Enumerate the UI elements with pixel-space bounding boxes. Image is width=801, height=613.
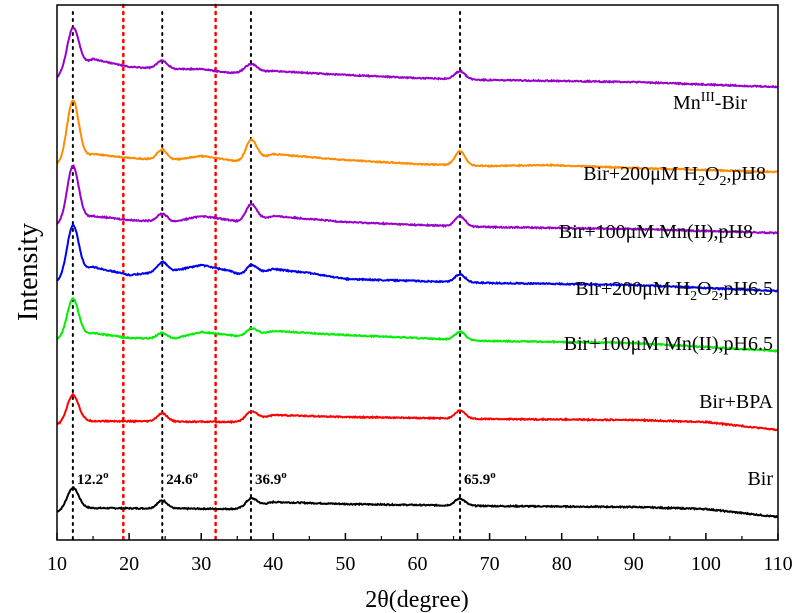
series-label-6: MnIII-Bir	[673, 90, 747, 114]
series-line-6	[56, 26, 779, 89]
series-line-4	[56, 163, 779, 235]
y-axis-title: Intensity	[13, 223, 44, 321]
series-line-3	[56, 223, 779, 293]
x-tick-label-5: 60	[408, 553, 428, 575]
series-line-0	[56, 486, 779, 519]
series-label-1: Bir+BPA	[699, 391, 773, 413]
peak-label-2: 36.9o	[255, 469, 287, 488]
x-tick-label-8: 90	[624, 553, 644, 575]
peak-lines	[71, 11, 462, 541]
reference-lines	[122, 3, 217, 542]
plot-frame	[56, 4, 779, 541]
peak-labels: 12.2o 24.6o 36.9o 65.9o	[77, 469, 496, 488]
x-tick-label-0: 10	[47, 553, 67, 575]
series-line-1	[56, 392, 779, 432]
series-lines	[56, 26, 779, 519]
x-tick-label-2: 30	[191, 553, 211, 575]
series-labels: Bir Bir+BPA Bir+100μM Mn(II),pH6.5 Bir+200μ…	[559, 90, 774, 490]
x-tick-label-7: 80	[552, 553, 572, 575]
x-tick-label-10: 110	[763, 553, 792, 575]
series-label-2: Bir+100μM Mn(II),pH6.5	[564, 333, 773, 355]
x-tick-label-4: 50	[335, 553, 355, 575]
series-label-4: Bir+100μM Mn(II),pH8	[559, 221, 753, 243]
x-axis-title: 2θ(degree)	[365, 587, 468, 613]
series-label-3: Bir+200μM H2O2,pH6.5	[575, 278, 773, 304]
x-tick-label-6: 70	[480, 553, 500, 575]
series-label-5: Bir+200μM H2O2,pH8	[583, 163, 766, 189]
peak-label-1: 24.6o	[166, 469, 198, 488]
x-axis-ticks: 10 20 30 40 50 60 70 80 90 100 110	[47, 533, 793, 575]
series-line-5	[56, 99, 779, 174]
x-tick-label-1: 20	[119, 553, 139, 575]
x-tick-label-9: 100	[691, 553, 721, 575]
peak-label-0: 12.2o	[77, 469, 109, 488]
series-line-2	[56, 296, 779, 353]
peak-label-3: 65.9o	[464, 469, 496, 488]
x-tick-label-3: 40	[263, 553, 283, 575]
series-label-0: Bir	[747, 468, 773, 490]
